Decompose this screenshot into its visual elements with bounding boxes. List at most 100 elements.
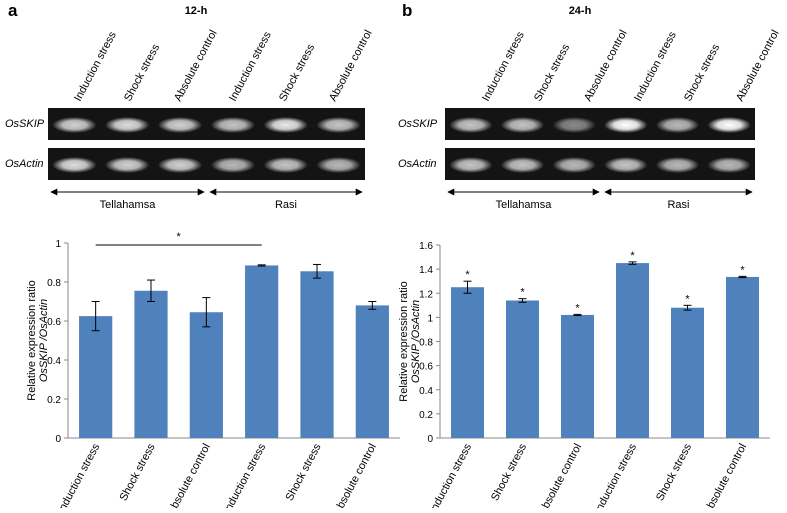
band (263, 157, 308, 173)
band (52, 157, 97, 173)
lane-label: Shock stress (682, 42, 722, 104)
gel (48, 108, 365, 140)
band (604, 157, 648, 173)
bar (616, 263, 649, 438)
band (157, 157, 203, 173)
y-tick-label: 0.2 (47, 395, 61, 406)
lane-label: Induction stress (480, 29, 527, 103)
y-tick-label: 0.4 (47, 356, 61, 367)
y-tick-label: 1 (427, 313, 433, 324)
band (449, 157, 493, 173)
band (210, 157, 256, 173)
y-axis-label: OsSKIP /OsActin (410, 300, 422, 383)
panel-label: a (8, 1, 18, 20)
bar (245, 265, 279, 438)
x-tick-label: Absolute control (537, 442, 585, 508)
significance: * (520, 287, 525, 299)
y-axis-label: OsSKIP /OsActin (38, 299, 50, 382)
x-tick-label: Shock stress (489, 441, 529, 503)
significance: * (630, 250, 635, 262)
band (500, 157, 545, 173)
y-tick-label: 0.2 (419, 410, 433, 421)
y-tick-label: 1.4 (419, 265, 433, 276)
band (105, 117, 150, 133)
panel-title: 12-h (185, 5, 208, 17)
band (707, 117, 751, 133)
significance: * (575, 302, 580, 314)
band (552, 157, 596, 173)
y-tick-label: 1.6 (419, 241, 433, 252)
bar (561, 314, 594, 438)
panel-label: b (402, 1, 412, 20)
band (52, 117, 97, 133)
bar (451, 287, 484, 438)
band (552, 117, 596, 133)
x-tick-label: Induction stress (222, 441, 269, 508)
bar (726, 276, 759, 438)
bar (506, 300, 539, 438)
group-label: Rasi (667, 199, 689, 211)
lane-label: Induction stress (72, 29, 119, 103)
lane-label: Shock stress (122, 42, 162, 104)
x-tick-label: Absolute control (165, 442, 213, 508)
y-axis-label: Relative expression ratio (26, 280, 38, 400)
y-tick-label: 1.2 (419, 289, 433, 300)
gel (48, 148, 365, 180)
band (210, 117, 256, 133)
panel-title: 24-h (569, 5, 592, 17)
gel (445, 148, 755, 180)
lane-label: Absolute control (582, 28, 630, 103)
x-tick-label: Shock stress (654, 441, 694, 503)
x-tick-label: Absolute control (702, 442, 750, 508)
band (263, 117, 308, 133)
gene-label: OsSKIP (5, 118, 45, 130)
bar (134, 290, 168, 438)
group-label: Rasi (275, 199, 297, 211)
gene-label: OsSKIP (398, 118, 438, 130)
lane-label: Absolute control (734, 28, 782, 103)
y-axis-label: Relative expression ratio (398, 281, 410, 401)
band (449, 117, 493, 133)
lane-label: Induction stress (227, 29, 274, 103)
x-tick-label: Induction stress (56, 441, 103, 508)
band (707, 157, 751, 173)
y-tick-label: 0.8 (47, 278, 61, 289)
bar (671, 307, 704, 438)
bar (355, 305, 389, 438)
y-tick-label: 0.8 (419, 338, 433, 349)
significance: * (740, 264, 745, 276)
band (655, 157, 700, 173)
band (500, 117, 545, 133)
significance: * (177, 231, 182, 243)
y-tick-label: 0.6 (419, 362, 433, 373)
y-tick-label: 1 (55, 239, 61, 250)
y-tick-label: 0 (55, 434, 61, 445)
lane-label: Shock stress (532, 42, 572, 104)
band (105, 157, 150, 173)
gene-label: OsActin (5, 158, 44, 170)
group-label: Tellahamsa (100, 199, 157, 211)
x-tick-label: Absolute control (331, 442, 379, 508)
significance: * (465, 269, 470, 281)
gene-label: OsActin (398, 158, 437, 170)
band (316, 157, 361, 173)
band (655, 117, 700, 133)
x-tick-label: Induction stress (427, 441, 474, 508)
y-tick-label: 0.6 (47, 317, 61, 328)
gel (445, 108, 755, 140)
x-tick-label: Shock stress (283, 441, 323, 503)
band (604, 117, 648, 133)
lane-label: Induction stress (632, 29, 679, 103)
x-tick-label: Shock stress (117, 441, 157, 503)
group-label: Tellahamsa (496, 199, 553, 211)
bar (300, 271, 334, 438)
bar (189, 312, 223, 438)
y-tick-label: 0 (427, 434, 433, 445)
bar (79, 316, 113, 438)
x-tick-label: Induction stress (592, 441, 639, 508)
significance: * (685, 293, 690, 305)
lane-label: Shock stress (277, 42, 317, 104)
lane-label: Absolute control (327, 28, 375, 103)
